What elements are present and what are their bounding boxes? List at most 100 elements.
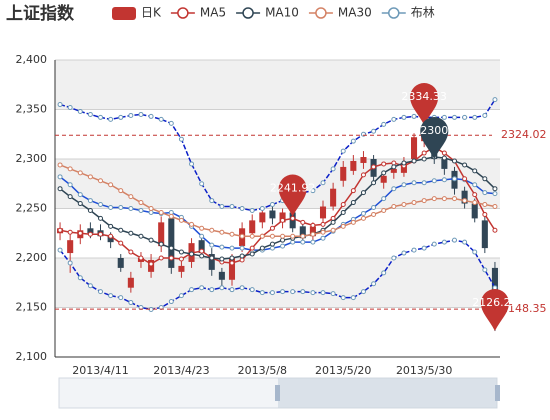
bollinger-point	[209, 198, 215, 204]
ma-point	[249, 233, 255, 239]
bollinger-point	[259, 206, 265, 211]
bollinger-point	[57, 247, 63, 253]
candle-body	[259, 212, 266, 223]
bollinger-point	[87, 283, 93, 289]
ma-point	[269, 225, 275, 231]
ma-point	[492, 186, 498, 192]
bollinger-point	[138, 111, 144, 117]
ma-point	[168, 213, 174, 219]
data-zoom[interactable]	[58, 377, 500, 409]
bollinger-point	[249, 287, 255, 293]
mark-point-label: 2126.22	[472, 296, 518, 309]
bollinger-point	[118, 114, 124, 120]
bollinger-point	[219, 285, 225, 291]
ma-point	[269, 233, 275, 239]
ma-point	[462, 198, 468, 204]
legend-item[interactable]: MA10	[236, 6, 299, 20]
bollinger-point	[360, 210, 366, 216]
legend-icon	[177, 7, 189, 19]
candle-body	[117, 258, 124, 268]
ma-point	[229, 255, 235, 261]
ma-point	[259, 245, 265, 251]
bollinger-point	[310, 290, 316, 296]
ma-point	[441, 155, 447, 161]
candle-body	[471, 203, 478, 219]
ma-point	[158, 255, 164, 261]
ma-point	[77, 201, 83, 207]
ma-point	[462, 176, 468, 182]
ma-point	[219, 256, 225, 262]
legend-label: 日K	[141, 6, 162, 20]
ma-point	[482, 176, 488, 182]
bollinger-point	[320, 235, 326, 241]
legend-label: MA30	[338, 6, 372, 20]
ma-point	[219, 229, 225, 235]
ma-point	[259, 233, 265, 239]
bollinger-point	[482, 190, 488, 196]
y-tick-label: 2,300	[16, 152, 48, 165]
bollinger-point	[290, 239, 296, 245]
ma-point	[381, 170, 387, 176]
ma-point	[340, 209, 346, 215]
bollinger-point	[189, 287, 195, 293]
bollinger-point	[128, 300, 134, 306]
candle-body	[319, 206, 327, 219]
bollinger-point	[350, 138, 356, 144]
mark-point-label: 2334.33	[401, 90, 447, 103]
legend-item[interactable]: MA30	[308, 6, 372, 20]
ma-point	[67, 194, 73, 200]
bollinger-point	[280, 243, 286, 249]
candle-body	[107, 236, 114, 243]
ma-point	[229, 260, 235, 266]
legend-item[interactable]: MA5	[170, 6, 226, 20]
ma-point	[87, 174, 93, 180]
ma-point	[118, 240, 124, 246]
candle-body	[67, 240, 74, 254]
ma-point	[249, 245, 255, 251]
candle-body	[481, 220, 488, 249]
ma-point	[269, 241, 275, 247]
ma-point	[138, 200, 144, 206]
legend-item[interactable]: 布林	[381, 6, 435, 20]
zoom-window[interactable]	[278, 378, 497, 408]
ma-point	[381, 161, 387, 167]
bollinger-point	[411, 247, 417, 253]
bollinger-point	[108, 116, 114, 122]
ma-point	[320, 229, 326, 235]
ma-point	[290, 233, 296, 239]
bollinger-point	[168, 209, 174, 215]
bollinger-point	[57, 174, 63, 180]
candle-body	[249, 220, 256, 234]
candle-body	[198, 240, 205, 254]
candle-body	[218, 271, 225, 280]
bollinger-point	[98, 289, 104, 295]
bollinger-point	[229, 204, 235, 210]
legend-label: MA5	[200, 6, 226, 20]
ma-point	[401, 202, 407, 208]
ma-point	[158, 241, 164, 247]
bollinger-point	[249, 207, 255, 213]
candle-body	[350, 160, 357, 171]
ma-point	[431, 196, 437, 202]
legend-item[interactable]: 日K	[112, 6, 162, 21]
ma-point	[178, 256, 184, 262]
bollinger-point	[239, 206, 245, 211]
legend-label: MA10	[265, 6, 299, 20]
candle-body	[269, 210, 276, 219]
ma-point	[371, 180, 377, 186]
bollinger-point	[108, 293, 114, 299]
ma-point	[360, 190, 366, 196]
zoom-handle[interactable]	[495, 385, 500, 401]
ma-point	[371, 211, 377, 217]
ma-point	[340, 223, 346, 229]
candle-body	[178, 265, 185, 272]
candle-body	[380, 175, 387, 183]
ma-point	[108, 223, 114, 229]
zoom-handle[interactable]	[275, 385, 280, 401]
bollinger-point	[472, 114, 478, 120]
legend-icon	[315, 7, 327, 19]
bollinger-point	[431, 241, 437, 247]
candle-body	[461, 190, 468, 204]
x-tick-label: 2013/5/20	[315, 364, 371, 377]
